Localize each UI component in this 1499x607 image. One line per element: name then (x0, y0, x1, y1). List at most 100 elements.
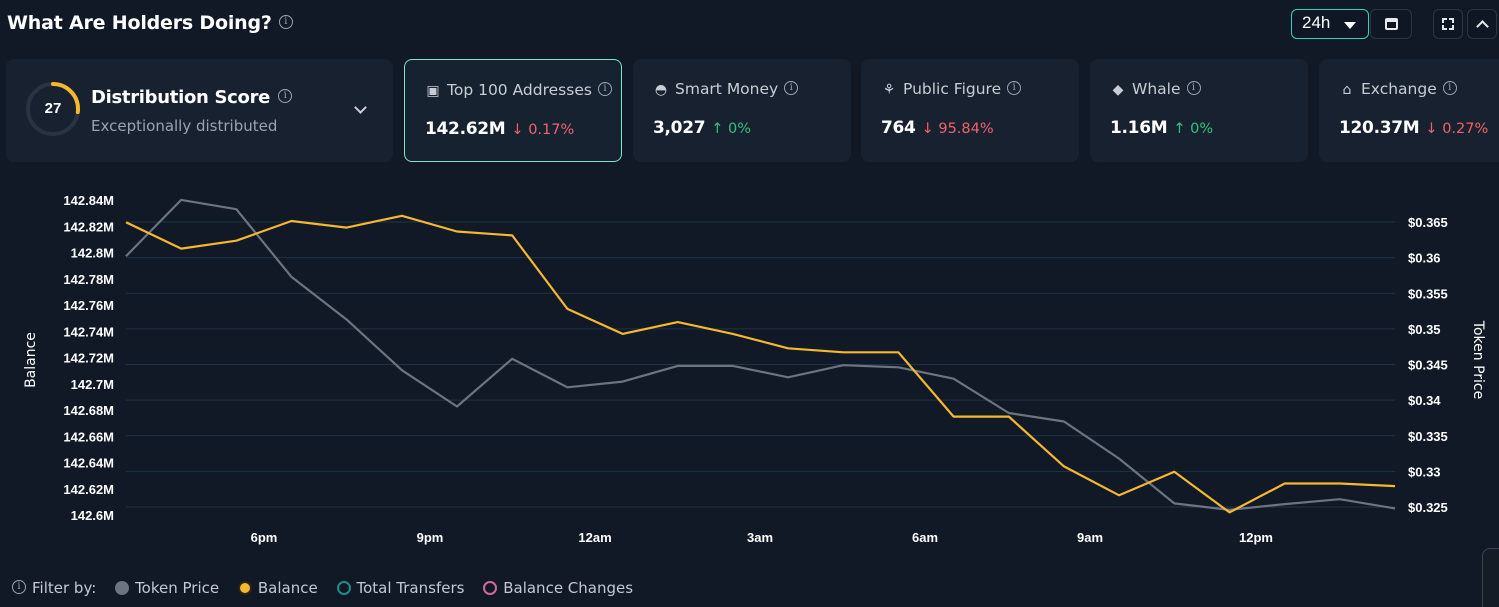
filter-label: i Filter by: (12, 579, 96, 597)
distribution-score-value: 27 (44, 100, 62, 117)
legend-item-token-price[interactable]: Token Price (115, 579, 219, 597)
collapse-button[interactable] (1467, 9, 1497, 39)
legend-item-total-transfers[interactable]: Total Transfers (336, 579, 464, 597)
line-chart[interactable]: 142.84M 142.82M 142.8M 142.78M 142.76M 142.74… (0, 170, 1499, 570)
y-left-axis-label: Balance (23, 332, 39, 388)
y-right-tick-label: $0.325 (1408, 500, 1448, 515)
legend-item-balance-changes[interactable]: Balance Changes (483, 579, 633, 597)
info-icon[interactable]: i (784, 80, 799, 95)
y-right-tick-label: $0.33 (1408, 464, 1441, 479)
card-label: ◓ Smart Money i (653, 80, 799, 98)
header: What Are Holders Doing? i 24h (0, 0, 1499, 48)
card-top-100-addresses[interactable]: ▣ Top 100 Addresses i 142.62M ↓ 0.17% (404, 59, 622, 162)
y-left-tick-label: 142.68M (63, 403, 114, 418)
y-right-tick-label: $0.335 (1408, 429, 1448, 444)
chevron-down-icon[interactable] (354, 101, 367, 114)
x-tick-label: 6pm (251, 530, 278, 545)
y-left-tick-label: 142.8M (71, 246, 114, 261)
y-right-tick-label: $0.34 (1408, 393, 1441, 408)
calendar-icon (1385, 18, 1398, 30)
fullscreen-icon (1442, 18, 1447, 23)
y-left-tick-label: 142.78M (63, 272, 114, 287)
y-right-tick-label: $0.365 (1408, 215, 1448, 230)
fullscreen-icon-corner (1449, 25, 1454, 30)
fullscreen-icon-corner (1442, 25, 1447, 30)
y-left-tick-label: 142.74M (63, 324, 114, 339)
card-label: ⚘ Public Figure i (881, 80, 1022, 98)
card-label: ⌂ Exchange i (1339, 80, 1457, 98)
y-right-tick-label: $0.345 (1408, 358, 1448, 373)
whale-icon: ◆ (1112, 82, 1124, 98)
y-left-tick-label: 142.64M (63, 456, 114, 471)
card-value: 764 ↓ 95.84% (881, 118, 994, 138)
chart-area: 142.84M 142.82M 142.8M 142.78M 142.76M 142.74… (0, 170, 1499, 570)
legend-item-balance[interactable]: Balance (237, 579, 318, 597)
legend: i Filter by: Token Price Balance Total Tr… (12, 578, 647, 598)
card-label: ◆ Whale i (1110, 80, 1201, 98)
x-tick-label: 3am (747, 530, 773, 545)
change-up: ↑ 0% (1173, 121, 1214, 137)
y-left-tick-label: 142.66M (63, 429, 114, 444)
period-value: 24h (1302, 13, 1331, 32)
card-value: 142.62M ↓ 0.17% (425, 119, 575, 139)
change-down: ↓ 0.17% (511, 122, 575, 138)
top-addresses-icon: ▣ (426, 83, 440, 99)
y-right-tick-label: $0.36 (1408, 251, 1441, 266)
smart-money-icon: ◓ (654, 82, 668, 98)
card-public-figure[interactable]: ⚘ Public Figure i 764 ↓ 95.84% (861, 59, 1079, 162)
x-tick-label: 9am (1077, 530, 1103, 545)
chevron-up-icon (1476, 20, 1489, 33)
distribution-score-title: Distribution Score i (91, 87, 293, 108)
caret-down-icon (1344, 22, 1356, 29)
y-left-tick-label: 142.82M (63, 219, 114, 234)
distribution-score-card[interactable]: 27 Distribution Score i Exceptionally dis… (6, 59, 393, 162)
card-value: 120.37M ↓ 0.27% (1339, 118, 1489, 138)
y-left-tick-label: 142.7M (71, 377, 114, 392)
public-figure-icon: ⚘ (882, 82, 896, 98)
x-tick-label: 12pm (1239, 530, 1273, 545)
card-label: ▣ Top 100 Addresses i (425, 81, 612, 99)
distribution-gauge (26, 82, 80, 136)
fullscreen-icon-corner (1449, 18, 1454, 23)
metric-cards: 27 Distribution Score i Exceptionally dis… (6, 59, 1499, 162)
info-icon[interactable]: i (1186, 80, 1201, 95)
info-icon[interactable]: i (12, 580, 26, 594)
distribution-score-subtitle: Exceptionally distributed (91, 117, 278, 135)
x-tick-label: 6am (912, 530, 938, 545)
legend-dot (115, 580, 130, 595)
card-smart-money[interactable]: ◓ Smart Money i 3,027 ↑ 0% (633, 59, 851, 162)
card-value: 3,027 ↑ 0% (653, 118, 752, 138)
floating-widget[interactable] (1482, 548, 1499, 607)
y-right-axis-label: Token Price (1470, 320, 1486, 399)
y-right-tick-label: $0.355 (1408, 286, 1448, 301)
fullscreen-button[interactable] (1433, 9, 1463, 39)
series-line-token-price (125, 198, 1396, 511)
legend-dot (336, 580, 351, 595)
change-down: ↓ 0.27% (1425, 121, 1489, 137)
change-down: ↓ 95.84% (921, 121, 994, 137)
info-icon[interactable]: i (597, 81, 612, 96)
info-icon[interactable]: i (1442, 80, 1457, 95)
info-icon[interactable]: i (278, 14, 293, 29)
change-up: ↑ 0% (711, 121, 752, 137)
info-icon[interactable]: i (278, 89, 293, 103)
legend-dot (237, 580, 252, 595)
y-right-tick-label: $0.35 (1408, 322, 1441, 337)
y-left-tick-label: 142.6M (71, 508, 114, 523)
series-line-balance (125, 214, 1396, 514)
x-tick-label: 12am (578, 530, 611, 545)
y-left-tick-label: 142.62M (63, 482, 114, 497)
x-tick-label: 9pm (417, 530, 444, 545)
info-icon[interactable]: i (1007, 80, 1022, 95)
period-select[interactable]: 24h (1291, 9, 1369, 39)
y-left-tick-label: 142.72M (63, 351, 114, 366)
card-value: 1.16M ↑ 0% (1110, 118, 1214, 138)
page-title: What Are Holders Doing? i (7, 12, 293, 34)
legend-dot (483, 580, 498, 595)
y-left-tick-label: 142.84M (63, 193, 114, 208)
card-exchange[interactable]: ⌂ Exchange i 120.37M ↓ 0.27% (1319, 59, 1499, 162)
y-left-tick-label: 142.76M (63, 298, 114, 313)
calendar-button[interactable] (1370, 9, 1412, 39)
card-whale[interactable]: ◆ Whale i 1.16M ↑ 0% (1090, 59, 1308, 162)
exchange-icon: ⌂ (1342, 82, 1352, 98)
